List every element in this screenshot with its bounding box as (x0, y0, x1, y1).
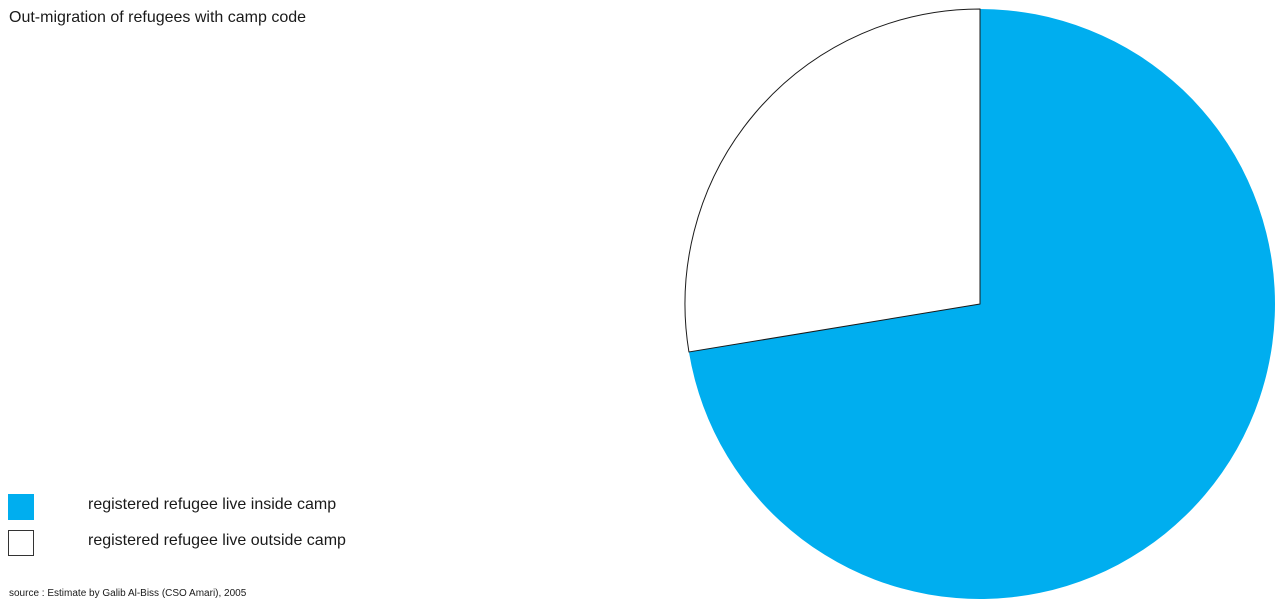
legend-swatch-outside-camp (8, 530, 34, 556)
legend-label-inside-camp: registered refugee live inside camp (88, 496, 337, 513)
pie-slice-0 (688, 9, 1275, 599)
legend-label-outside-camp: registered refugee live outside camp (88, 532, 346, 549)
pie-slice-1 (684, 8, 981, 353)
source-note: source : Estimate by Galib Al-Biss (CSO … (9, 588, 247, 599)
chart-title: Out-migration of refugees with camp code (9, 9, 307, 26)
legend-swatch-inside-camp (8, 494, 34, 520)
